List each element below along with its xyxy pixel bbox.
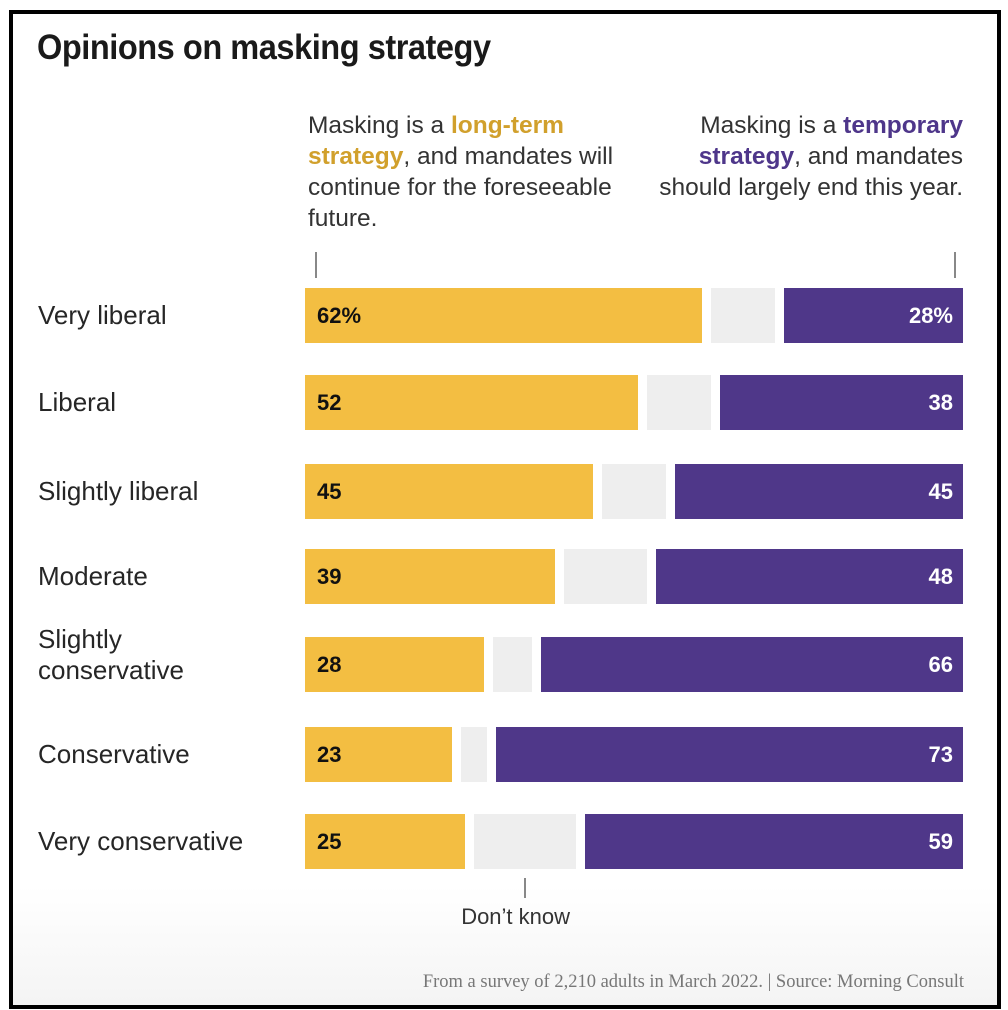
legend-long-term-suffix: , and mandates will continue for the for… bbox=[308, 143, 614, 232]
bar-temporary bbox=[675, 464, 963, 519]
bar-dont-know bbox=[710, 288, 775, 343]
legend-long-term-prefix: Masking is a bbox=[308, 112, 451, 139]
value-label-long-term: 45 bbox=[317, 479, 342, 504]
value-label-temporary: 28% bbox=[908, 303, 953, 328]
bar-dont-know bbox=[563, 549, 647, 604]
category-label: Slightly conservative bbox=[38, 624, 184, 685]
bar-dont-know bbox=[461, 727, 487, 782]
bar-long-term bbox=[305, 814, 465, 869]
bar-long-term bbox=[305, 464, 593, 519]
value-label-temporary: 73 bbox=[928, 742, 953, 767]
category-label: Liberal bbox=[38, 387, 117, 417]
value-label-long-term: 39 bbox=[317, 564, 342, 589]
bar-dont-know bbox=[493, 637, 532, 692]
bar-long-term bbox=[305, 637, 485, 692]
category-label: Very conservative bbox=[38, 826, 244, 856]
category-label: Conservative bbox=[38, 739, 190, 769]
chart-title: Opinions on masking strategy bbox=[37, 28, 491, 67]
value-label-long-term: 62% bbox=[317, 303, 362, 328]
bar-long-term bbox=[305, 375, 638, 430]
dont-know-label: Don’t know bbox=[461, 904, 571, 929]
value-label-temporary: 45 bbox=[928, 479, 953, 504]
legend-temporary-highlight: temporary strategy bbox=[698, 112, 963, 170]
legend-temporary-prefix: Masking is a bbox=[700, 112, 844, 139]
dont-know-tick bbox=[524, 878, 527, 898]
category-label: Moderate bbox=[38, 561, 148, 591]
source-note: From a survey of 2,210 adults in March 2… bbox=[422, 972, 964, 992]
value-label-temporary: 38 bbox=[928, 390, 953, 415]
bar-long-term bbox=[305, 549, 555, 604]
legend-long-term-tick bbox=[315, 252, 317, 278]
bar-long-term bbox=[305, 727, 453, 782]
value-label-long-term: 25 bbox=[317, 829, 342, 854]
category-label: Slightly liberal bbox=[38, 476, 199, 506]
bar-long-term bbox=[305, 288, 702, 343]
legend-temporary-tick bbox=[954, 252, 956, 278]
legend-long-term: Masking is a long-term strategy, and man… bbox=[308, 110, 638, 234]
bar-temporary bbox=[585, 814, 963, 869]
bar-dont-know bbox=[646, 375, 711, 430]
bar-temporary bbox=[783, 288, 963, 343]
value-label-long-term: 23 bbox=[317, 742, 342, 767]
value-label-long-term: 28 bbox=[317, 652, 342, 677]
value-label-temporary: 48 bbox=[928, 564, 953, 589]
bar-dont-know bbox=[602, 464, 666, 519]
category-label: Very liberal bbox=[38, 300, 167, 330]
legend-temporary-suffix: , and mandates should largely end this y… bbox=[659, 143, 963, 201]
legend-long-term-highlight: long-term strategy bbox=[308, 112, 564, 170]
value-label-temporary: 59 bbox=[928, 829, 953, 854]
value-label-temporary: 66 bbox=[928, 652, 953, 677]
bar-dont-know bbox=[474, 814, 577, 869]
value-label-long-term: 52 bbox=[317, 390, 342, 415]
bar-temporary bbox=[540, 637, 963, 692]
bar-temporary bbox=[655, 549, 963, 604]
legend-temporary: Masking is a temporary strategy, and man… bbox=[640, 110, 963, 203]
bar-temporary bbox=[495, 727, 963, 782]
bar-temporary bbox=[719, 375, 963, 430]
